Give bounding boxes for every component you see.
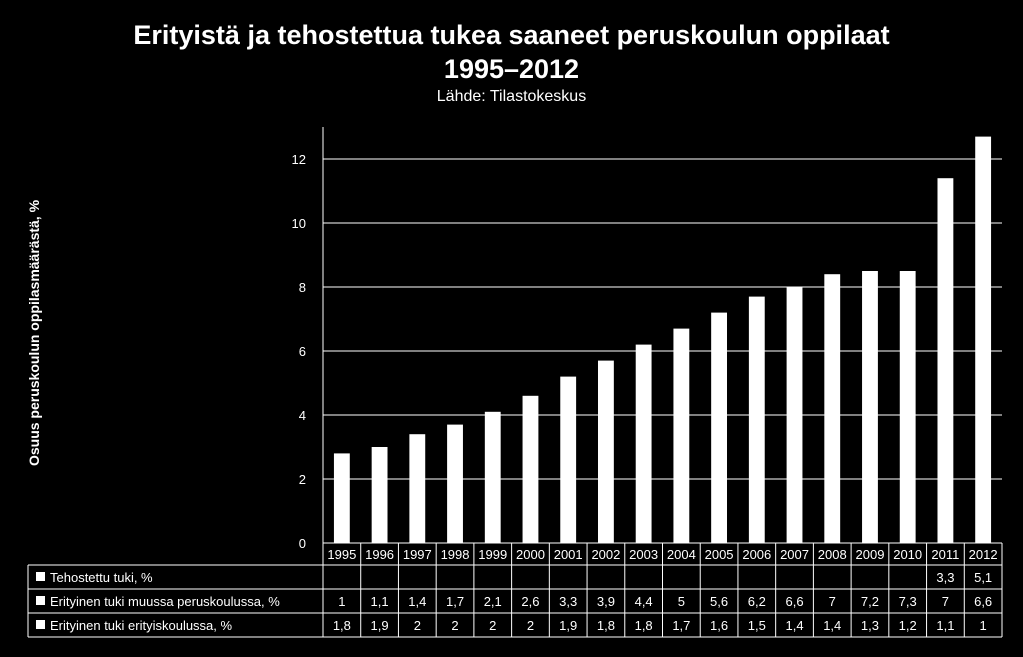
data-label: 1,2 [899,618,917,633]
x-tick-label: 2011 [931,547,959,562]
bar-2010 [899,271,916,543]
x-tick-label: 2010 [893,547,922,562]
bar-2003 [635,344,652,543]
data-label: 1,7 [672,618,690,633]
x-tick-label: 2003 [629,547,658,562]
y-tick-label: 6 [299,344,306,359]
x-tick-label: 2012 [969,547,998,562]
gridlines [322,127,1002,543]
data-label: 7 [942,594,949,609]
data-label: 1,6 [710,618,728,633]
y-tick-label: 12 [292,152,306,167]
data-label: 2 [527,618,534,633]
bar-2000 [522,395,539,543]
bars [333,136,992,543]
legend-key [36,572,45,581]
bar-2005 [711,312,728,543]
y-tick-label: 4 [299,408,306,423]
data-label: 1,8 [635,618,653,633]
legend-key [36,596,45,605]
bar-1995 [333,453,350,543]
data-label: 2,6 [521,594,539,609]
data-table: 1995 1996 1997 1998 1999 2000 2001 2002 2003 2004… [27,542,1003,638]
data-label: 3,3 [936,570,954,585]
bar-2006 [748,296,765,543]
data-label: 2 [414,618,421,633]
data-label: 2,1 [484,594,502,609]
x-tick-label: 2004 [667,547,696,562]
data-label: 1,9 [371,618,389,633]
data-label: 4,4 [635,594,653,609]
data-label: 1 [980,618,987,633]
data-label: 1,9 [559,618,577,633]
bar-2009 [862,271,878,543]
data-label: 5,1 [974,570,992,585]
bar-1997 [409,434,426,543]
data-label: 1 [338,594,345,609]
data-label: 1,8 [333,618,351,633]
y-tick-labels: 0 2 4 6 8 10 12 [292,152,306,551]
data-label: 2 [489,618,496,633]
x-tick-label: 2008 [818,547,847,562]
data-label: 1,4 [785,618,803,633]
data-label: 7 [829,594,836,609]
data-label: 1,5 [748,618,766,633]
x-tick-label: 2009 [856,547,885,562]
data-label: 3,9 [597,594,615,609]
data-label: 7,3 [899,594,917,609]
series-name: Tehostettu tuki, % [50,570,153,585]
x-tick-label: 1995 [327,547,356,562]
y-tick-label: 8 [299,280,306,295]
chart-title: Erityistä ja tehostettua tukea saaneet p… [0,18,1023,86]
x-tick-label: 2001 [554,547,583,562]
bar-2002 [597,360,614,543]
data-label: 6,6 [785,594,803,609]
data-label: 1,4 [408,594,426,609]
data-label: 1,7 [446,594,464,609]
data-label: 6,2 [748,594,766,609]
data-label: 7,2 [861,594,879,609]
series-name: Erityinen tuki muussa peruskoulussa, % [50,594,280,609]
x-tick-label: 1997 [403,547,432,562]
series-name: Erityinen tuki erityiskoulussa, % [50,618,233,633]
x-tick-label: 1998 [441,547,470,562]
data-label: 6,6 [974,594,992,609]
y-tick-label: 0 [299,536,306,551]
chart-title-line1: Erityistä ja tehostettua tukea saaneet p… [133,20,890,50]
y-tick-label: 10 [292,216,306,231]
chart-subtitle: Lähde: Tilastokeskus [436,88,587,105]
x-tick-label: 2005 [705,547,734,562]
x-tick-label: 1996 [365,547,394,562]
data-label: 2 [451,618,458,633]
data-label: 1,3 [861,618,879,633]
data-label: 3,3 [559,594,577,609]
bar-2007 [786,287,803,543]
y-tick-label: 2 [299,472,306,487]
data-label: 1,1 [936,618,954,633]
bar-2011 [937,178,954,543]
bar-2012 [975,136,992,543]
x-tick-label: 2006 [742,547,771,562]
chart-title-line2: 1995–2012 [443,54,580,84]
data-label: 1,4 [823,618,841,633]
data-label: 1,8 [597,618,615,633]
data-label: 1,1 [371,594,389,609]
bar-2001 [560,376,577,543]
bar-1998 [447,424,463,543]
data-label: 5,6 [710,594,728,609]
x-tick-label: 1999 [478,547,507,562]
x-tick-label: 2000 [516,547,545,562]
legend-key [36,620,45,629]
bar-2004 [673,328,690,543]
x-tick-label: 2002 [591,547,620,562]
x-tick-label: 2007 [780,547,809,562]
bar-2008 [824,274,841,543]
bar-1999 [484,411,501,543]
data-label: 5 [678,594,685,609]
bar-1996 [371,447,388,543]
